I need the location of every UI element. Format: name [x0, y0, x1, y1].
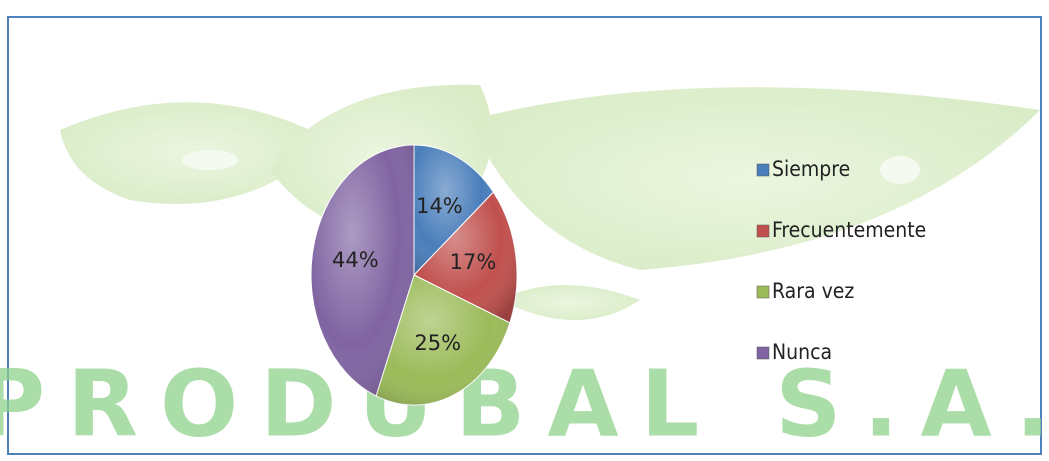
data-label: 25% [414, 331, 461, 355]
data-label: 44% [332, 248, 379, 272]
slice-shade [414, 192, 517, 323]
legend-swatch [756, 285, 770, 299]
legend-label: Nunca [772, 340, 832, 364]
legend-label: Rara vez [772, 279, 854, 303]
pie: 14% 17% 25% 44% [310, 144, 518, 406]
data-label: 14% [416, 194, 463, 218]
slice-shade [376, 275, 510, 405]
data-label: 17% [450, 250, 497, 274]
watermark: PRODUBAL S.A. [0, 350, 1049, 457]
slice-shade [310, 145, 414, 396]
legend-label: Siempre [772, 157, 850, 181]
legend-label: Frecuentemente [772, 218, 926, 242]
legend-swatch [756, 163, 770, 177]
legend: Siempre Frecuentemente Rara vez Nunca [756, 157, 926, 364]
legend-swatch [756, 224, 770, 238]
slice-shade [414, 145, 494, 275]
legend-swatch [756, 346, 770, 360]
chart-frame [7, 16, 1042, 455]
